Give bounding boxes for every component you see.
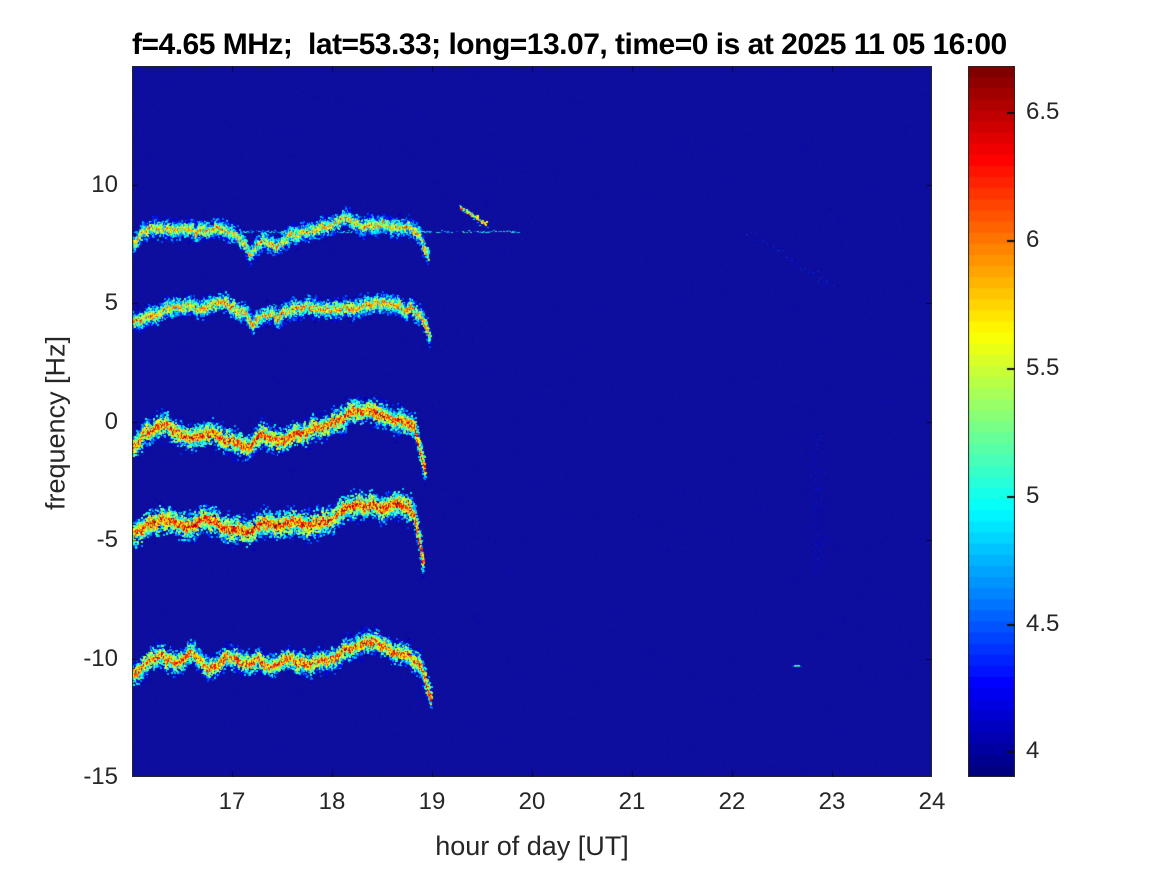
- y-tick-label: 10: [91, 170, 118, 198]
- colorbar-tick-label: 4: [1026, 737, 1040, 765]
- colorbar-tick-label: 5: [1026, 481, 1040, 509]
- y-tick-label: -5: [96, 526, 118, 553]
- y-tick-label: -15: [83, 763, 118, 790]
- colorbar-tick-label: 4.5: [1026, 609, 1060, 637]
- x-tick-label: 19: [418, 788, 446, 815]
- x-tick-label: 23: [818, 788, 846, 815]
- x-tick-label: 22: [718, 788, 746, 815]
- y-tick-label: 5: [104, 289, 118, 316]
- colorbar-tick-label: 6.5: [1026, 98, 1060, 126]
- colorbar-canvas: [968, 66, 1015, 777]
- x-tick-label: 24: [918, 788, 946, 815]
- x-tick-label: 17: [218, 788, 246, 815]
- x-axis-label: hour of day [UT]: [435, 831, 629, 861]
- y-tick-label: -10: [83, 644, 118, 672]
- spectrogram-canvas: [132, 66, 932, 777]
- y-tick-label: 0: [104, 407, 118, 435]
- x-tick-label: 20: [518, 788, 546, 815]
- x-tick-label: 18: [318, 788, 346, 815]
- colorbar-tick-label: 6: [1026, 225, 1040, 253]
- chart-title: f=4.65 MHz; lat=53.33; long=13.07, time=…: [132, 28, 1007, 61]
- colorbar-tick-label: 5.5: [1026, 353, 1060, 381]
- x-tick-label: 21: [618, 788, 646, 815]
